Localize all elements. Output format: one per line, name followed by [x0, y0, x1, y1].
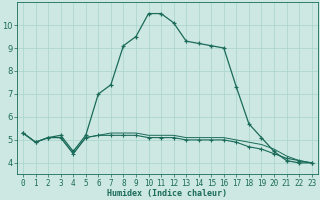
- X-axis label: Humidex (Indice chaleur): Humidex (Indice chaleur): [107, 189, 227, 198]
